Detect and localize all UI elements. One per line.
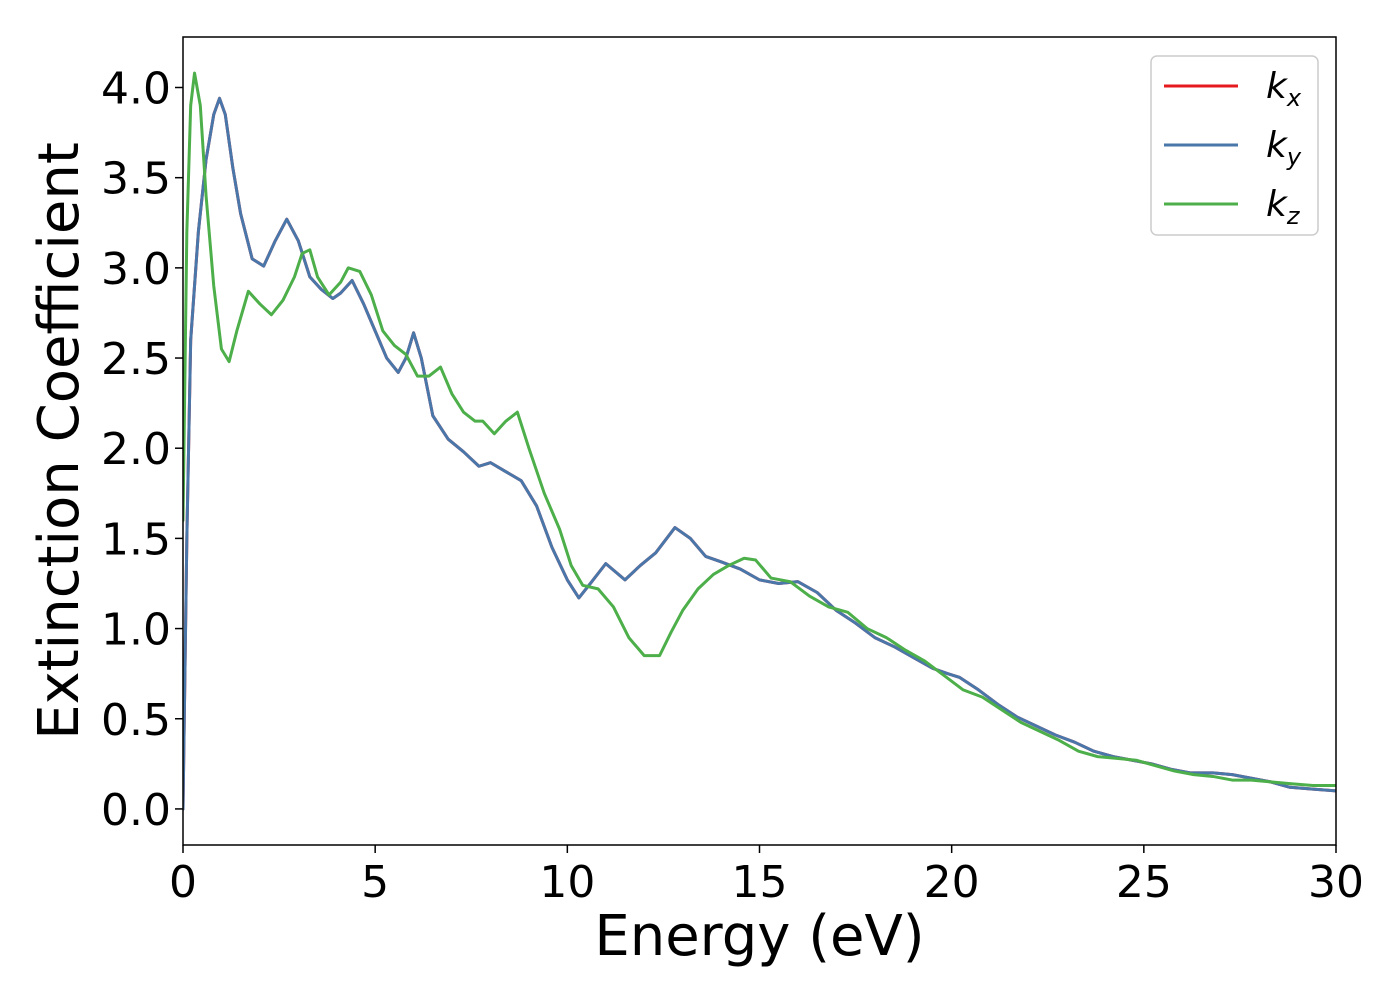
- x-tick-label: 25: [1116, 857, 1172, 908]
- x-tick-label: 30: [1308, 857, 1364, 908]
- x-tick-label: 0: [169, 857, 197, 908]
- series-line-y: [183, 96, 1336, 811]
- legend: kx ky kz: [1150, 55, 1319, 236]
- x-tick-label: 10: [539, 857, 595, 908]
- axes: 0 5 10 15 20 25 30 0.0 0.5 1.0 1.5 2.0 2.5 3.0 3.5 4.0: [101, 36, 1364, 908]
- y-tick-label: 1.0: [101, 605, 171, 656]
- y-tick-label: 2.5: [101, 334, 171, 385]
- y-tick-label: 4.0: [101, 64, 171, 115]
- legend-label-z: kz: [1266, 184, 1301, 230]
- y-tick-label: 3.5: [101, 154, 171, 205]
- y-tick-label: 3.0: [101, 244, 171, 295]
- legend-label-y: ky: [1266, 125, 1302, 171]
- x-axis-label: Energy (eV): [594, 904, 924, 969]
- x-tick-label: 5: [361, 857, 389, 908]
- y-tick-label: 0.0: [101, 785, 171, 836]
- y-tick-label: 0.5: [101, 695, 171, 746]
- y-tick-label: 1.5: [101, 514, 171, 565]
- y-axis-label: Extinction Coefficient: [27, 142, 92, 740]
- x-tick-label: 15: [732, 857, 788, 908]
- series-line-z: [183, 71, 1336, 787]
- legend-label-x: kx: [1266, 66, 1302, 112]
- y-tick-label: 2.0: [101, 424, 171, 475]
- x-tick-label: 20: [924, 857, 980, 908]
- plot-area: [183, 71, 1336, 811]
